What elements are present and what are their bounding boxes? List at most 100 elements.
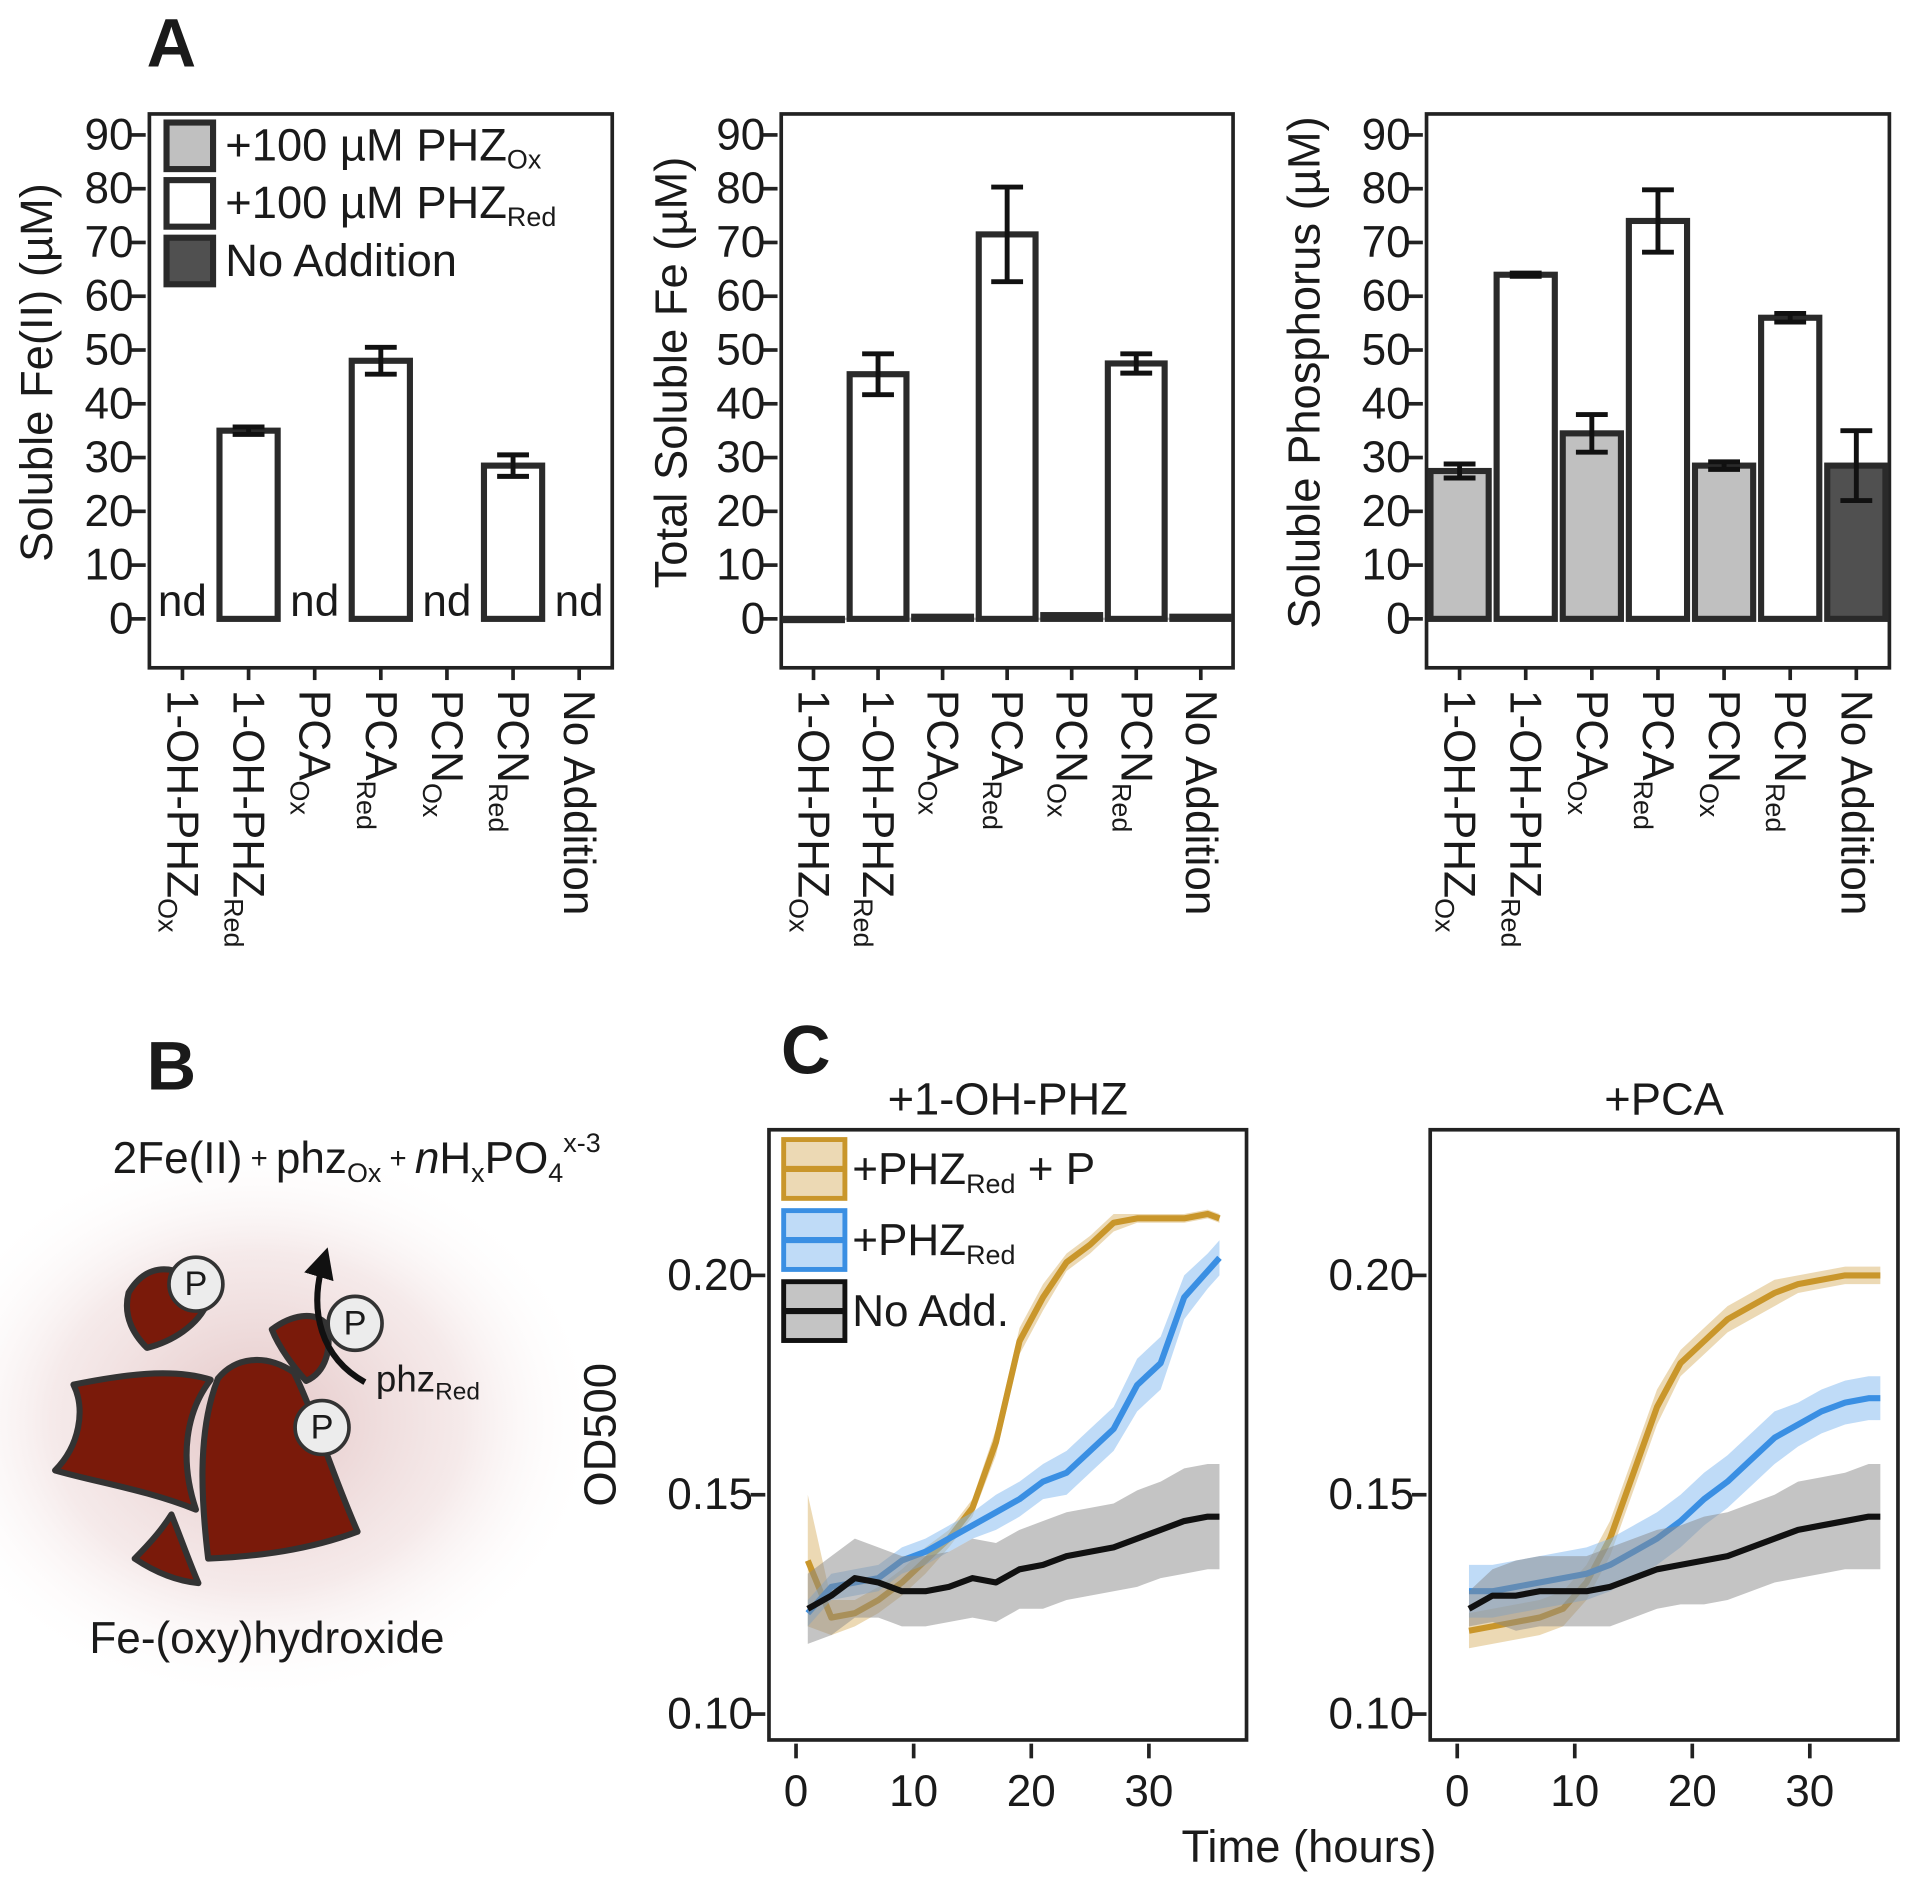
category-name: 1-OH-PHZ [1501,690,1550,898]
x-tick-label: No Addition [1176,690,1225,916]
release-arrow [304,1247,367,1385]
legend-name: No Addition [225,234,457,285]
value-label: nd [290,577,339,626]
category-name: PCA [983,690,1032,781]
x-tick-label: PCAOx [913,690,967,816]
legend-swatch [163,119,217,173]
equation-part: + [381,1141,414,1174]
category-subscript: Red [1496,898,1526,947]
legend-name: +PHZ [852,1216,966,1265]
x-tick-label: 1-OH-PHZRed [848,690,902,948]
category-name: PCN [1047,690,1096,783]
y-tick-label: 0.10 [1329,1690,1415,1739]
x-tick-label: PCNRed [1106,690,1160,833]
y-tick-label: 30 [716,433,765,482]
bar [1559,430,1624,622]
y-tick-label: 40 [1362,379,1411,428]
y-tick-label: 90 [1362,110,1411,159]
y-tick-label: 60 [84,272,133,321]
reaction-equation: 2Fe(II) + phzOx + nHxPO4x-3 [113,1128,601,1188]
legend-subscript: Ox [507,145,542,175]
reductant-subscript: Red [435,1378,480,1405]
y-tick-label: 0 [741,594,766,643]
reductant-label: phzRed [376,1358,480,1406]
error-band [1468,1464,1881,1631]
panel-label: A [147,4,197,81]
bar [1427,467,1492,622]
phosphate-label: P [344,1304,367,1342]
y-tick-label: 10 [716,541,765,590]
category-subscript: Ox [913,781,943,816]
equation-part: Ox [347,1158,382,1188]
bar [846,371,910,622]
phosphate [326,1294,384,1353]
phosphate [293,1398,351,1457]
series-line [806,1513,1220,1612]
y-tick-label: 70 [1362,218,1411,267]
legend-label: +100 µM PHZRed [225,177,556,233]
x-tick-label: No Addition [1832,690,1881,916]
x-tick-label: 1-OH-PHZOx [784,690,838,933]
x-tick-label: PCARed [977,690,1031,830]
mechanism-diagram: P P P phzRed Fe-(oxy)hydroxide 2Fe(II) +… [0,1128,601,1704]
y-tick-label: 70 [84,218,133,267]
error-bar [1840,428,1873,504]
mineral-label: Fe-(oxy)hydroxide [89,1614,444,1663]
legend-label: No Addition [225,234,457,285]
category-subscript: Ox [1562,781,1592,816]
x-tick-label: 10 [889,1767,938,1816]
y-tick-label: 30 [84,433,133,482]
legend-subscript: Red [966,1169,1015,1199]
value-label: nd [158,577,207,626]
legend-subscript: Red [966,1240,1015,1270]
category-name: PCA [1633,690,1682,781]
phosphate [167,1255,225,1313]
value-label: nd [555,577,604,626]
category-name: PCN [1700,690,1749,783]
x-tick-label: 20 [1668,1767,1717,1816]
mineral-particles [52,1266,361,1587]
legend-subscript: Red [507,202,556,232]
legend-name: +100 µM PHZ [225,119,507,170]
y-tick-label: 10 [84,541,133,590]
y-tick-label: 0.10 [667,1690,753,1739]
category-name: PCA [356,690,405,781]
category-subscript: Ox [285,781,315,816]
category-subscript: Red [351,781,381,830]
phosphate-label: P [184,1265,207,1303]
error-band [807,1464,1220,1644]
legend-suffix: + P [1016,1144,1096,1193]
bar [1758,314,1823,622]
legend-name: +100 µM PHZ [225,177,507,228]
x-tick-label: 20 [1007,1767,1056,1816]
y-tick-label: 70 [716,218,765,267]
error-bar [1774,310,1807,325]
legend-label: No Add. [852,1287,1009,1336]
y-tick-label: 60 [1362,272,1411,321]
error-bar [1575,412,1608,455]
y-tick-label: 80 [84,164,133,213]
legend-label: +PHZRed + P [852,1144,1095,1199]
error-bar [232,424,265,437]
category-subscript: Red [1628,781,1658,830]
category-name: 1-OH-PHZ [789,690,838,898]
y-axis-label: OD500 [575,1363,626,1507]
error-bar [1642,187,1674,255]
bar [216,427,281,622]
bar [1493,271,1558,622]
equation-part: 2Fe(II) [113,1133,243,1182]
bar [1040,612,1104,622]
error-bar [1443,461,1476,481]
equation-part: n [415,1133,440,1182]
category-name: PCA [290,690,339,781]
bar [1625,217,1691,622]
category-subscript: Red [483,783,513,832]
x-tick-label: 1-OH-PHZOx [1430,690,1484,933]
equation-part: phz [276,1133,347,1182]
x-axis-label: Time (hours) [1181,1821,1436,1872]
equation-part: + [242,1141,275,1174]
equation-part: H [439,1133,471,1182]
category-subscript: Red [977,781,1007,830]
series-line [1467,1513,1881,1612]
